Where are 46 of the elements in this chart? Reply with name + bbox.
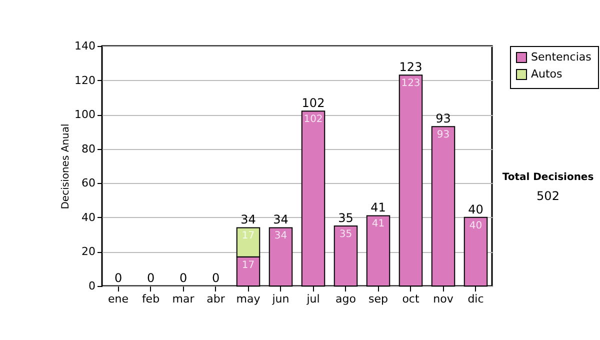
total-label: 0 — [212, 271, 220, 285]
total-label: 34 — [273, 212, 288, 227]
data-label: 123 — [401, 78, 420, 90]
data-label: 41 — [372, 218, 385, 230]
data-label: 17 — [242, 230, 255, 242]
data-label: 35 — [339, 229, 352, 240]
data-label: 34 — [274, 230, 288, 242]
total-label: 41 — [370, 200, 386, 215]
total-label: 0 — [146, 271, 155, 285]
legend-label: Autos — [531, 68, 563, 80]
y-tick-label: 40 — [82, 210, 96, 224]
total-label: 0 — [179, 271, 188, 285]
total-label: 40 — [468, 202, 484, 216]
x-tick-label: may — [236, 292, 261, 306]
data-label: 102 — [304, 114, 323, 126]
x-tick-label: ago — [336, 292, 356, 306]
x-tick-label: feb — [142, 292, 160, 306]
data-label: 17 — [242, 260, 255, 271]
x-tick-label: dic — [468, 292, 484, 306]
total-label: 102 — [302, 96, 325, 110]
x-tick-label: jun — [271, 292, 290, 306]
y-tick-label: 0 — [88, 280, 96, 292]
y-tick-label: 120 — [74, 74, 96, 87]
text: 502 — [536, 189, 560, 203]
x-tick-label: abr — [206, 292, 226, 306]
text: Total Decisiones — [501, 172, 595, 183]
y-axis-title: Decisiones Anual — [60, 124, 72, 210]
y-tick-label: 60 — [82, 176, 96, 190]
total-label: 0 — [114, 271, 122, 285]
total-label: 123 — [399, 60, 422, 74]
legend-label: Sentencias — [531, 50, 592, 64]
total-label: 35 — [338, 211, 354, 225]
y-tick-label: 20 — [82, 245, 96, 258]
y-tick-label: 140 — [74, 40, 96, 52]
x-tick-label: jul — [306, 292, 320, 306]
x-tick-label: nov — [433, 292, 454, 306]
data-label: 93 — [436, 130, 450, 141]
y-tick-label: 100 — [74, 108, 96, 122]
total-label: 93 — [436, 112, 451, 126]
total-label: 34 — [240, 212, 256, 227]
x-tick-label: oct — [402, 292, 420, 306]
x-tick-label: sep — [368, 292, 388, 306]
x-tick-label: ene — [108, 292, 129, 306]
x-tick-label: mar — [172, 292, 195, 306]
data-label: 40 — [469, 220, 482, 232]
y-tick-label: 80 — [82, 142, 96, 156]
